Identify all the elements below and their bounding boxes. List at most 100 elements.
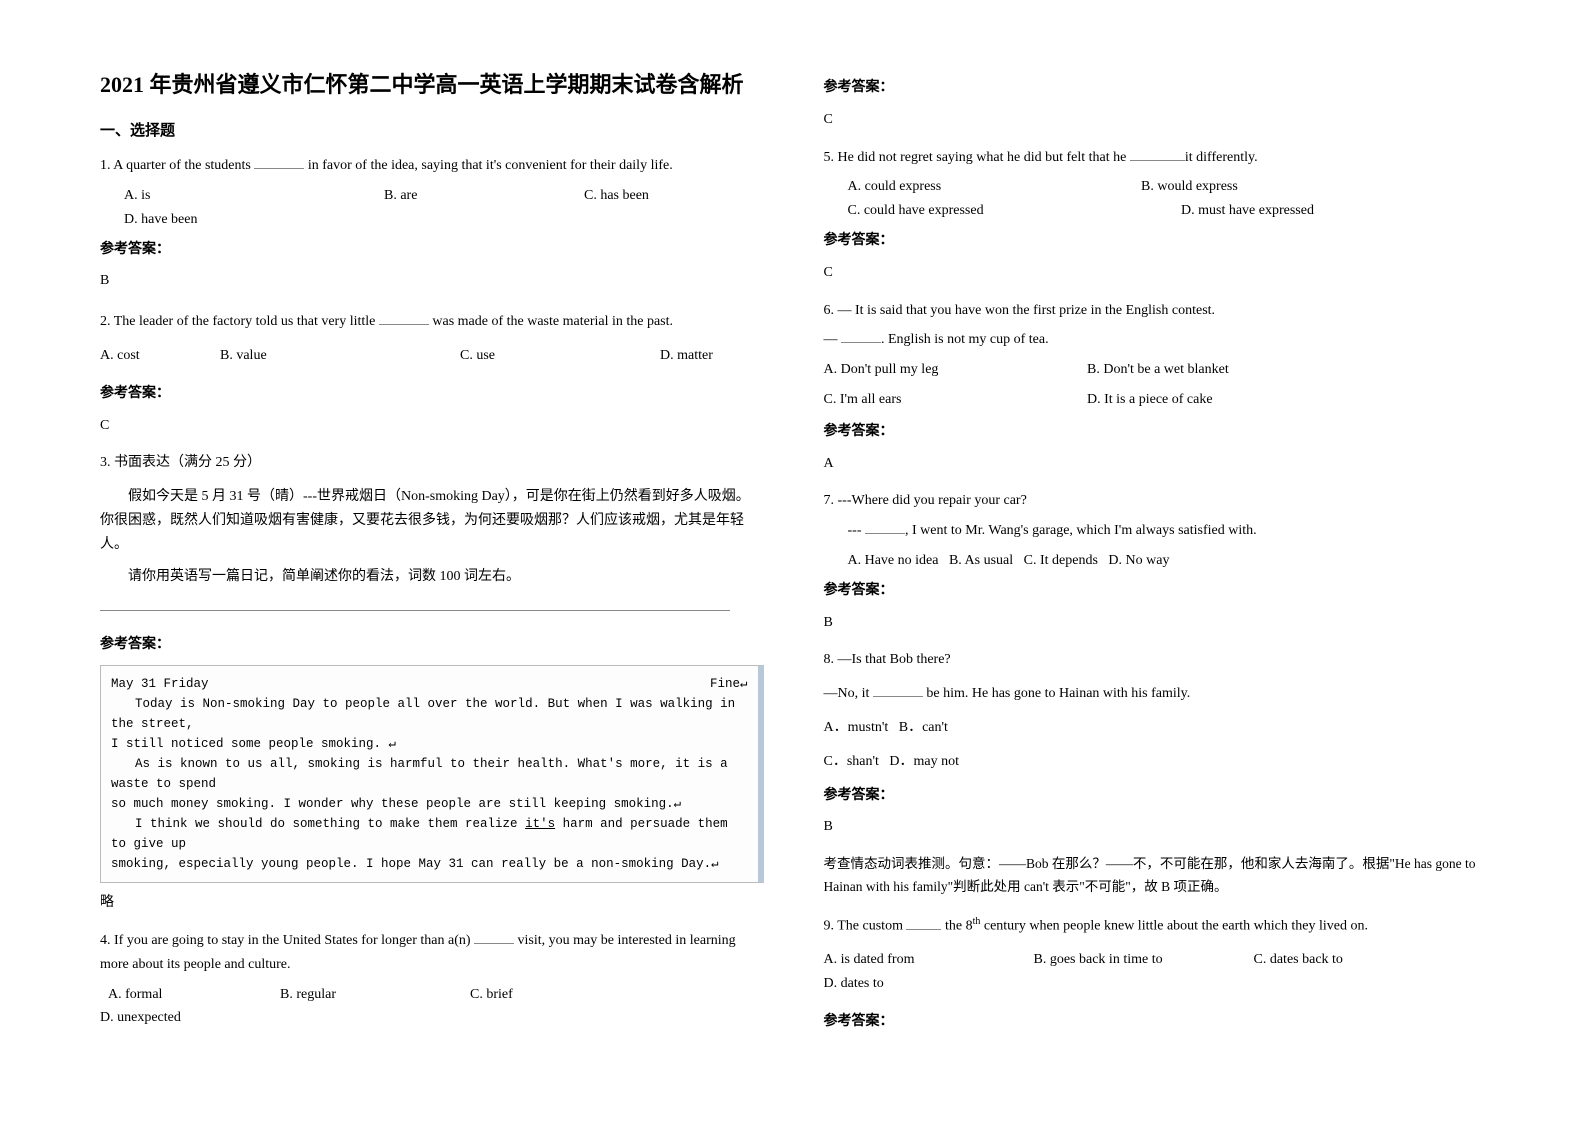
q7-line2: --- , I went to Mr. Wang's garage, which…	[824, 519, 1488, 543]
q1-text-b: in favor of the idea, saying that it's c…	[304, 158, 672, 173]
blank	[906, 916, 941, 930]
q6-opt-c: C. I'm all ears	[824, 388, 1044, 412]
q9-opt-c: C. dates back to	[1254, 948, 1384, 972]
question-9: 9. The custom the 8th century when peopl…	[824, 913, 1488, 938]
q2-answer: C	[100, 414, 764, 438]
answer-label: 参考答案：	[824, 784, 1488, 808]
essay-line: I think we should do something to make t…	[111, 814, 748, 854]
answer-label: 参考答案：	[824, 76, 1488, 100]
section-heading: 一、选择题	[100, 119, 764, 145]
essay-header: May 31 Friday Fine↵	[111, 674, 748, 694]
answer-label: 参考答案：	[824, 420, 1488, 444]
question-2: 2. The leader of the factory told us tha…	[100, 307, 764, 338]
q2-text-a: 2. The leader of the factory told us tha…	[100, 314, 379, 329]
q6-answer: A	[824, 452, 1488, 476]
q7-answer: B	[824, 611, 1488, 635]
answer-label: 参考答案：	[824, 579, 1488, 603]
q9-opt-d: D. dates to	[824, 972, 884, 996]
answer-label: 参考答案：	[100, 633, 764, 657]
q5-text-a: 5. He did not regret saying what he did …	[824, 150, 1130, 165]
question-1: 1. A quarter of the students in favor of…	[100, 154, 764, 178]
q8-line1: 8. —Is that Bob there?	[824, 648, 1488, 672]
q8-l2b: be him. He has gone to Hainan with his f…	[923, 686, 1190, 701]
essay-line: I still noticed some people smoking. ↵	[111, 734, 748, 754]
answer-label: 参考答案：	[100, 382, 764, 406]
q4-opt-b: B. regular	[280, 983, 430, 1007]
q2-opt-a: A. cost	[100, 344, 180, 368]
q8-answer: B	[824, 815, 1488, 839]
q4-opt-a: A. formal	[100, 983, 240, 1007]
q6-opt-b: B. Don't be a wet blanket	[1087, 362, 1229, 377]
essay-line: As is known to us all, smoking is harmfu…	[111, 754, 748, 794]
q8-line2: —No, it be him. He has gone to Hainan wi…	[824, 682, 1488, 706]
q3-lue: 略	[100, 891, 764, 915]
q1-opt-c: C. has been	[584, 184, 649, 208]
q5-opts-row2: C. could have expressed D. must have exp…	[824, 199, 1488, 223]
q9-opt-a: A. is dated from	[824, 948, 994, 972]
q9-text-b1: the 8	[941, 919, 972, 934]
q8-l2a: —No, it	[824, 686, 873, 701]
q6-line1: 6. — It is said that you have won the fi…	[824, 299, 1488, 323]
blank	[474, 930, 514, 944]
q3-p1: 假如今天是 5 月 31 号（晴）---世界戒烟日（Non-smoking Da…	[100, 485, 764, 556]
q7-options: A. Have no idea B. As usual C. It depend…	[824, 549, 1488, 573]
q1-options: A. is B. are C. has been	[100, 184, 764, 208]
answer-label: 参考答案：	[824, 1010, 1488, 1034]
question-5: 5. He did not regret saying what he did …	[824, 146, 1488, 170]
essay-line: Today is Non-smoking Day to people all o…	[111, 694, 748, 734]
essay-answer-box: May 31 Friday Fine↵ Today is Non-smoking…	[100, 665, 764, 883]
q5-opt-c: C. could have expressed	[848, 199, 1138, 223]
q9-text-b2: century when people knew little about th…	[980, 919, 1368, 934]
q4-options: A. formal B. regular C. brief D. unexpec…	[100, 983, 764, 1031]
q6-opt-d: D. It is a piece of cake	[1087, 392, 1213, 407]
q1-opt-a: A. is	[124, 184, 344, 208]
q5-opt-b: B. would express	[1141, 179, 1238, 194]
essay-line: so much money smoking. I wonder why thes…	[111, 794, 748, 814]
blank	[1130, 147, 1185, 161]
left-column: 2021 年贵州省遵义市仁怀第二中学高一英语上学期期末试卷含解析 一、选择题 1…	[100, 70, 764, 1082]
q2-opt-c: C. use	[460, 344, 620, 368]
q6-opts-row1: A. Don't pull my leg B. Don't be a wet b…	[824, 358, 1488, 382]
q8-explanation: 考查情态动词表推测。句意：——Bob 在那么？——不，不可能在那，他和家人去海南…	[824, 853, 1488, 899]
q1-opt-d: D. have been	[100, 208, 764, 232]
q3-p2: 请你用英语写一篇日记，简单阐述你的看法，词数 100 词左右。	[100, 565, 764, 589]
essay-line: smoking, especially young people. I hope…	[111, 854, 748, 874]
page-title: 2021 年贵州省遵义市仁怀第二中学高一英语上学期期末试卷含解析	[100, 70, 764, 101]
q4-opt-c: C. brief	[470, 983, 620, 1007]
q9-opt-b: B. goes back in time to	[1034, 948, 1214, 972]
blank	[841, 329, 881, 343]
q5-text-b: it differently.	[1185, 150, 1258, 165]
blank	[379, 311, 429, 325]
q7-l2b: , I went to Mr. Wang's garage, which I'm…	[905, 523, 1257, 538]
q9-text-a: 9. The custom	[824, 919, 907, 934]
q7-l2a: ---	[848, 523, 866, 538]
q9-options: A. is dated from B. goes back in time to…	[824, 948, 1488, 996]
q4-answer: C	[824, 108, 1488, 132]
q2-text-b: was made of the waste material in the pa…	[429, 314, 673, 329]
q6-opt-a: A. Don't pull my leg	[824, 358, 1044, 382]
q5-opt-a: A. could express	[848, 175, 1098, 199]
q3-head: 3. 书面表达（满分 25 分）	[100, 451, 764, 475]
q1-answer: B	[100, 269, 764, 293]
q8-opts1: A．mustn't B．can't	[824, 716, 1488, 740]
blank	[873, 683, 923, 697]
essay-weather: Fine↵	[710, 674, 748, 694]
q6-opts-row2: C. I'm all ears D. It is a piece of cake	[824, 388, 1488, 412]
right-column: 参考答案： C 5. He did not regret saying what…	[824, 70, 1488, 1082]
q7-line1: 7. ---Where did you repair your car?	[824, 489, 1488, 513]
essay-text: I think we should do something to make t…	[135, 817, 525, 831]
answer-label: 参考答案：	[100, 238, 764, 262]
q4-text-a: 4. If you are going to stay in the Unite…	[100, 933, 474, 948]
q2-opt-d: D. matter	[660, 344, 713, 368]
essay-date: May 31 Friday	[111, 674, 209, 694]
underline-separator	[100, 610, 730, 611]
q6-l2a: —	[824, 332, 842, 347]
blank	[254, 155, 304, 169]
q5-answer: C	[824, 261, 1488, 285]
q6-line2: — . English is not my cup of tea.	[824, 328, 1488, 352]
answer-label: 参考答案：	[824, 229, 1488, 253]
question-4: 4. If you are going to stay in the Unite…	[100, 929, 764, 977]
q2-options: A. cost B. value C. use D. matter	[100, 344, 764, 368]
q4-opt-d: D. unexpected	[100, 1006, 181, 1030]
blank	[865, 520, 905, 534]
